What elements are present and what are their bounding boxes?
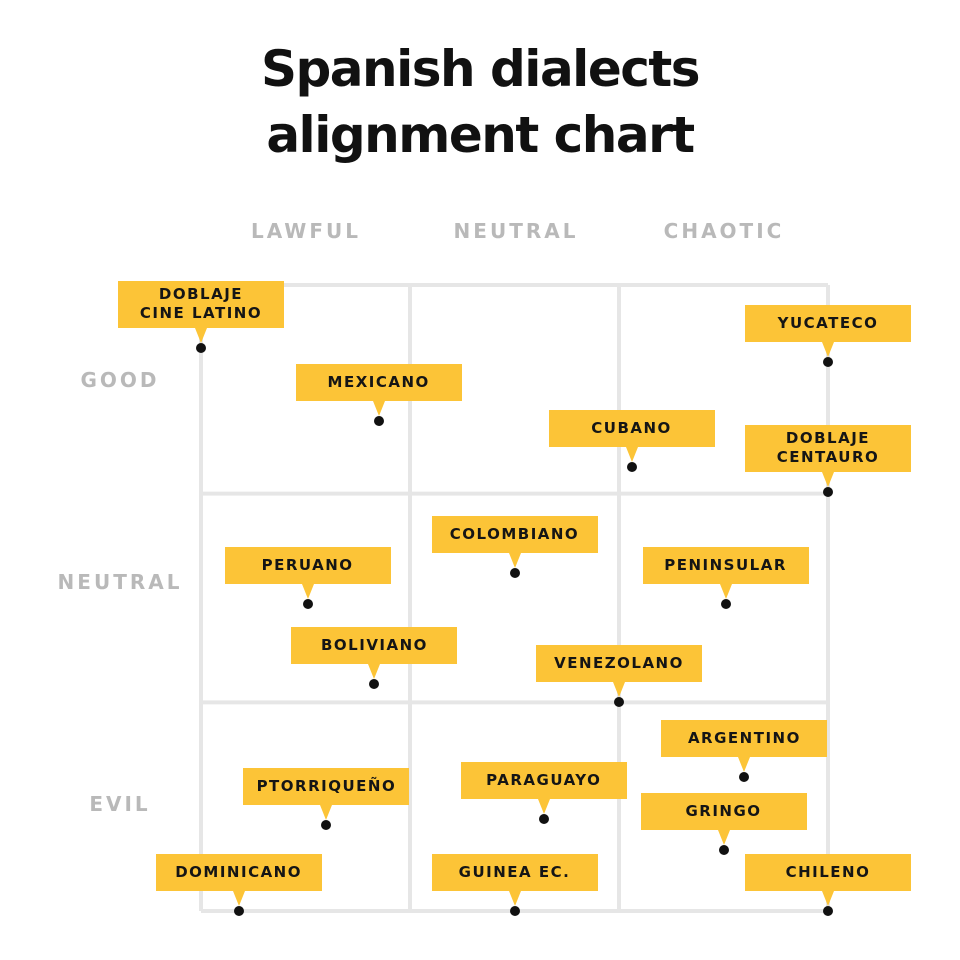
tag-pointer-guinea-ec xyxy=(508,891,521,906)
data-point-mexicano xyxy=(373,415,384,426)
tag-label-argentino: ARGENTINO xyxy=(687,729,801,748)
data-point-boliviano xyxy=(369,678,380,689)
tag-doblaje-cine-latino: DOBLAJE CINE LATINO xyxy=(118,280,284,343)
tag-label-venezolano: VENEZOLANO xyxy=(554,654,684,673)
row-label-neutral: NEUTRAL xyxy=(57,570,183,594)
tag-pointer-doblaje-cine-latino xyxy=(195,327,207,343)
tag-label-paraguayo: PARAGUAYO xyxy=(486,771,602,790)
data-point-ptorriqueño xyxy=(321,820,332,831)
tag-pointer-boliviano xyxy=(368,663,381,679)
tag-ptorriqueño: PTORRIQUEÑO xyxy=(243,768,410,821)
data-point-colombiano xyxy=(509,567,520,578)
tag-label-doblaje-cine-latino: DOBLAJE CINE LATINO xyxy=(139,285,263,323)
tag-dominicano: DOMINICANO xyxy=(155,854,322,906)
data-point-peninsular xyxy=(720,599,731,610)
tag-label-yucateco: YUCATECO xyxy=(777,314,879,333)
tag-label-cubano: CUBANO xyxy=(591,418,672,437)
row-label-evil: EVIL xyxy=(89,792,151,816)
tag-guinea-ec: GUINEA EC. xyxy=(431,854,598,906)
tag-paraguayo: PARAGUAYO xyxy=(460,762,627,815)
chart-title-line-2: alignment chart xyxy=(266,106,695,164)
tag-label-peninsular: PENINSULAR xyxy=(664,556,787,575)
tag-label-ptorriqueño: PTORRIQUEÑO xyxy=(256,777,397,796)
tag-label-peruano: PERUANO xyxy=(261,556,354,575)
row-label-good: GOOD xyxy=(80,368,160,392)
tag-pointer-colombiano xyxy=(508,552,521,568)
tag-gringo: GRINGO xyxy=(640,793,807,846)
tag-label-dominicano: DOMINICANO xyxy=(175,863,302,881)
chart-title-line-1: Spanish dialects xyxy=(260,40,701,98)
tag-boliviano: BOLIVIANO xyxy=(291,626,458,679)
tag-pointer-doblaje-centauro xyxy=(822,471,834,487)
chart-title: Spanish dialects alignment chart xyxy=(0,36,960,168)
tag-pointer-peruano xyxy=(301,584,314,600)
tag-mexicano: MEXICANO xyxy=(295,363,462,416)
tag-pointer-peninsular xyxy=(719,584,732,600)
data-point-peruano xyxy=(302,599,313,610)
tag-label-boliviano: BOLIVIANO xyxy=(321,635,428,654)
data-point-guinea-ec xyxy=(509,906,520,916)
data-point-cubano xyxy=(626,461,637,472)
data-point-doblaje-centauro xyxy=(823,486,833,497)
tag-pointer-cubano xyxy=(625,446,638,462)
data-point-doblaje-cine-latino xyxy=(196,342,206,353)
data-point-chileno xyxy=(823,906,833,916)
tag-pointer-gringo xyxy=(717,830,730,846)
tag-pointer-argentino xyxy=(738,757,751,773)
tag-argentino: ARGENTINO xyxy=(661,720,828,773)
tag-chileno: CHILENO xyxy=(745,854,911,906)
tag-label-gringo: GRINGO xyxy=(685,802,762,821)
tag-cubano: CUBANO xyxy=(548,409,715,462)
column-label-chaotic: CHAOTIC xyxy=(663,219,785,243)
data-point-argentino xyxy=(739,772,750,783)
tag-label-guinea-ec: GUINEA EC. xyxy=(458,863,571,881)
data-point-yucateco xyxy=(823,357,833,368)
tag-pointer-dominicano xyxy=(232,891,245,906)
tag-pointer-venezolano xyxy=(613,682,625,698)
tag-label-colombiano: COLOMBIANO xyxy=(449,524,580,543)
data-point-paraguayo xyxy=(538,814,549,825)
tag-label-mexicano: MEXICANO xyxy=(327,372,430,391)
tag-pointer-yucateco xyxy=(822,342,834,358)
tag-peninsular: PENINSULAR xyxy=(642,547,809,600)
tag-pointer-paraguayo xyxy=(537,799,550,815)
tag-label-chileno: CHILENO xyxy=(785,863,871,881)
tag-pointer-chileno xyxy=(822,891,834,906)
tag-colombiano: COLOMBIANO xyxy=(431,515,598,568)
data-point-dominicano xyxy=(233,906,244,916)
tag-yucateco: YUCATECO xyxy=(745,305,911,358)
tag-pointer-ptorriqueño xyxy=(320,805,333,821)
tag-label-doblaje-centauro: DOBLAJE CENTAURO xyxy=(776,429,880,467)
data-point-gringo xyxy=(718,845,729,856)
tag-venezolano: VENEZOLANO xyxy=(536,645,702,698)
column-label-lawful: LAWFUL xyxy=(250,219,362,243)
tag-pointer-mexicano xyxy=(372,400,385,416)
tag-doblaje-centauro: DOBLAJE CENTAURO xyxy=(745,424,911,487)
tag-peruano: PERUANO xyxy=(224,547,391,600)
data-point-venezolano xyxy=(614,697,624,708)
column-label-neutral: NEUTRAL xyxy=(453,219,579,243)
